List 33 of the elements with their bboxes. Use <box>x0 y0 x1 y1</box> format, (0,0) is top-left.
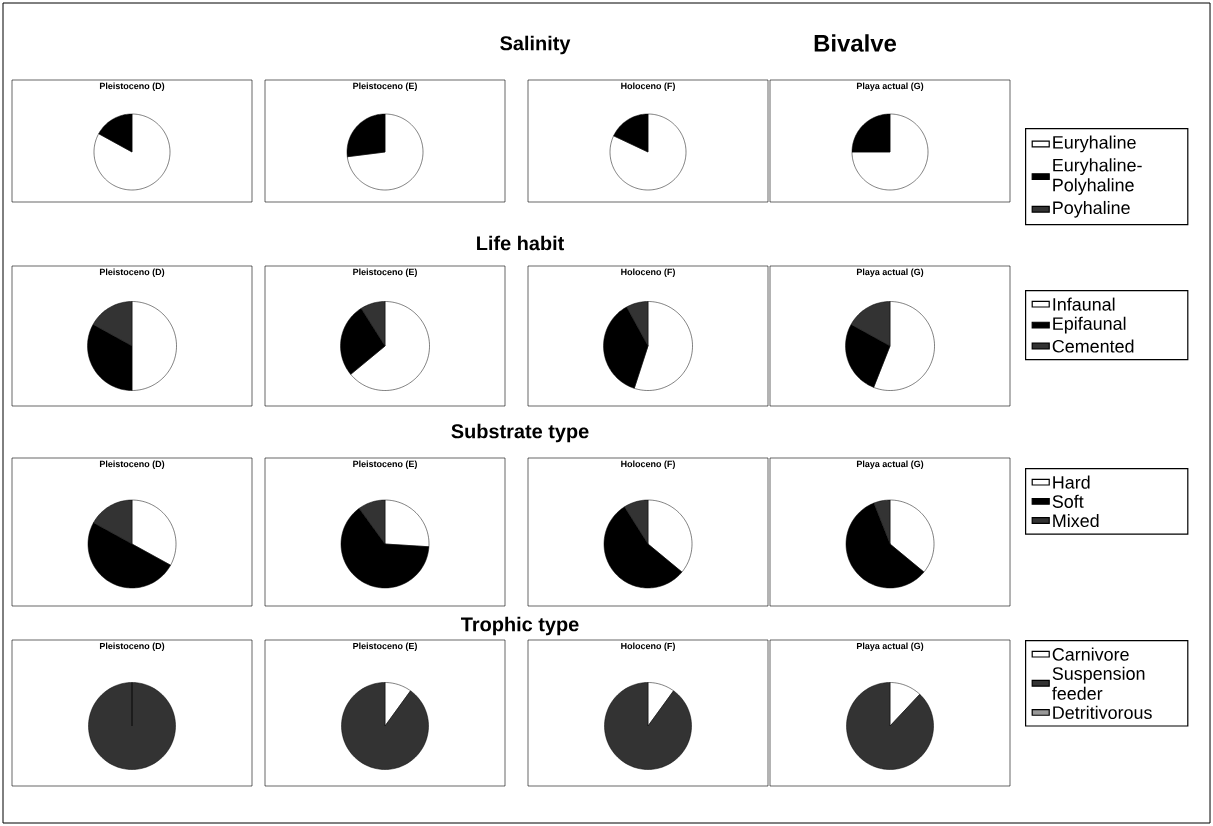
legend-label: Poyhaline <box>1053 200 1130 218</box>
text: Trophic type <box>461 616 579 636</box>
chart-title: Pleistoceno (E) <box>353 268 417 277</box>
chart-title: Pleistoceno (D) <box>99 82 165 91</box>
legend-label: Soft <box>1052 494 1084 508</box>
chart-title: Pleistoceno (D) <box>99 268 165 277</box>
legend-label: Detritivorous <box>1053 705 1152 719</box>
chart-title: Playa actual (G) <box>856 642 924 651</box>
chart-title: Pleistoceno (D) <box>99 642 165 651</box>
text: Life habit <box>477 235 565 251</box>
chart-title: Pleistoceno (E) <box>353 642 417 651</box>
text: Bivalve <box>814 34 897 52</box>
chart-title: Playa actual (G) <box>856 460 924 469</box>
chart-title: Playa actual (G) <box>856 268 924 277</box>
text: Salinity <box>500 35 571 55</box>
chart-title: Holoceno (F) <box>621 82 675 91</box>
legend-label: Euryhaline <box>1053 135 1136 153</box>
chart-title: Pleistoceno (E) <box>353 82 417 91</box>
legend-label: Suspension feeder <box>1052 666 1145 700</box>
legend-label: Infaunal <box>1053 297 1115 311</box>
legend-label: Euryhaline-Polyhaline <box>1053 158 1142 195</box>
chart-title: Pleistoceno (E) <box>353 460 417 469</box>
legend-label: Carnivore <box>1052 647 1129 661</box>
chart-title: Holoceno (F) <box>621 642 675 651</box>
chart-title: Holoceno (F) <box>621 460 675 469</box>
legend-label: Hard <box>1053 475 1090 489</box>
legend-label: Cemented <box>1052 339 1134 353</box>
text: Substrate type <box>451 423 589 443</box>
chart-title: Holoceno (F) <box>621 268 675 277</box>
legend-label: Mixed <box>1053 513 1099 528</box>
chart-title: Playa actual (G) <box>856 82 924 91</box>
legend-label: Epifaunal <box>1053 316 1126 334</box>
chart-title: Pleistoceno (D) <box>99 460 165 469</box>
